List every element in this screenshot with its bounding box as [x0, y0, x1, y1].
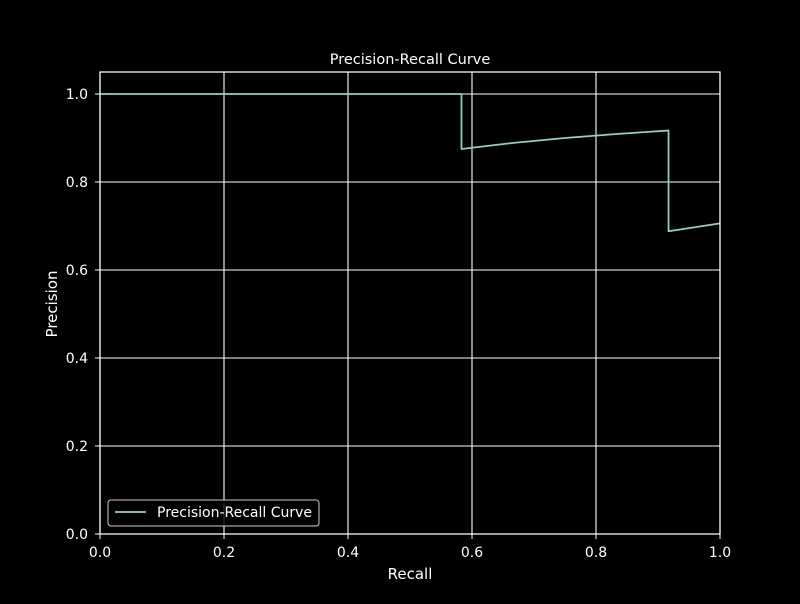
x-tick-label: 0.8 — [585, 545, 607, 561]
y-tick-label: 0.0 — [66, 527, 88, 543]
x-tick-label: 0.0 — [89, 545, 111, 561]
y-tick-label: 1.0 — [66, 87, 88, 103]
x-tick-label: 1.0 — [709, 545, 731, 561]
chart-title: Precision-Recall Curve — [330, 52, 491, 68]
x-tick-label: 0.4 — [337, 545, 359, 561]
y-tick-label: 0.6 — [66, 263, 88, 279]
y-tick-label: 0.4 — [66, 351, 88, 367]
series-layer — [100, 93, 721, 233]
legend-entry-label: Precision-Recall Curve — [157, 505, 312, 521]
grid — [99, 72, 721, 535]
y-axis-label: Precision — [43, 271, 61, 338]
axes-frame — [99, 71, 721, 535]
tick-labels: 0.0 0.2 0.4 0.6 0.8 1.0 0.0 0.2 0.4 0.6 0.8 1.0 — [66, 87, 731, 561]
y-tick-label: 0.2 — [66, 439, 88, 455]
legend-box — [107, 499, 320, 527]
series-line-precision-recall — [100, 93, 721, 233]
y-tick-label: 0.8 — [66, 175, 88, 191]
x-tick-label: 0.2 — [213, 545, 235, 561]
x-axis-label: Recall — [388, 565, 433, 583]
legend: Precision-Recall Curve — [107, 499, 320, 527]
x-tick-label: 0.6 — [461, 545, 483, 561]
